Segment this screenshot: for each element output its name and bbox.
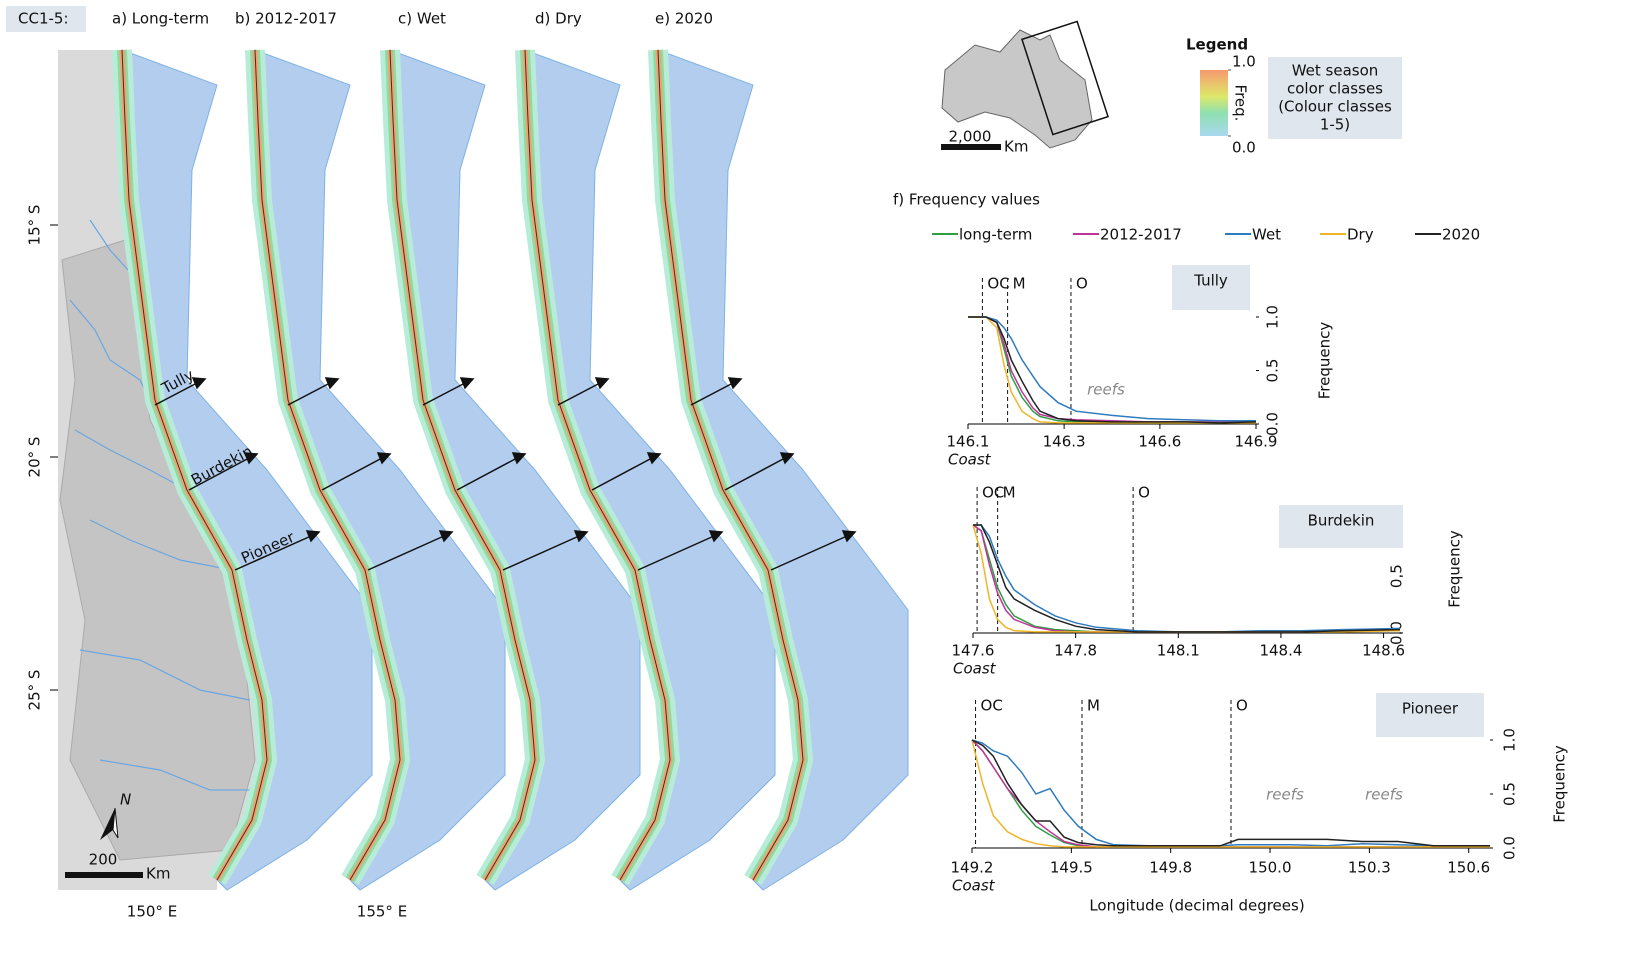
x-tick-label: 149.2 bbox=[951, 859, 994, 877]
x-tick-label: 147.6 bbox=[952, 642, 995, 660]
x-tick-label: 146.1 bbox=[947, 433, 990, 451]
x-tick-label: 149.5 bbox=[1050, 859, 1093, 877]
x-tick-label: 150.3 bbox=[1348, 859, 1391, 877]
inset-unit: Km bbox=[1004, 138, 1028, 156]
panel-label: b) 2012-2017 bbox=[235, 10, 337, 28]
lon-label: 150° E bbox=[127, 903, 177, 921]
x-tick-label: 148.1 bbox=[1157, 642, 1200, 660]
panel-f-label: f) Frequency values bbox=[893, 191, 1040, 209]
marker-label: M bbox=[1013, 275, 1026, 293]
y-tick-label: 0.0 bbox=[1501, 836, 1519, 860]
lat-label: 20° S bbox=[26, 437, 44, 478]
marker-label: M bbox=[1087, 697, 1100, 715]
panel-label: e) 2020 bbox=[655, 10, 713, 28]
x-tick-label: 149.8 bbox=[1149, 859, 1192, 877]
chart-title: Tully bbox=[1193, 272, 1228, 290]
page: {"figure": { "tag": "CC1-5:", "panels": … bbox=[0, 0, 1629, 954]
y-tick-label: 0.5 bbox=[1388, 564, 1406, 588]
y-tick-label: 0.5 bbox=[1501, 782, 1519, 806]
legend-title: Legend bbox=[1186, 36, 1248, 54]
panel-label: c) Wet bbox=[398, 10, 446, 28]
marker-label: OC bbox=[981, 697, 1003, 715]
marker-label: O bbox=[1076, 275, 1088, 293]
marker-label: O bbox=[1138, 484, 1150, 502]
x-tick-label: 146.3 bbox=[1043, 433, 1086, 451]
figure: CC1-5: a) Long-term b) 2012-2017 c) Wet … bbox=[0, 0, 1629, 954]
colorbar bbox=[1200, 70, 1228, 136]
chart-title: Pioneer bbox=[1402, 700, 1459, 718]
legend-label: long-term bbox=[959, 226, 1032, 244]
legend-label: 2012-2017 bbox=[1100, 226, 1182, 244]
scale-value: 200 bbox=[89, 851, 118, 869]
y-axis-label: Frequency bbox=[1551, 745, 1569, 823]
y-axis-label: Frequency bbox=[1316, 322, 1334, 400]
coast-label: Coast bbox=[953, 660, 997, 678]
series-line bbox=[968, 317, 1256, 422]
chart-title: Burdekin bbox=[1308, 512, 1375, 530]
colorbar-tick-label: 0.0 bbox=[1232, 139, 1256, 157]
x-axis-label: Longitude (decimal degrees) bbox=[1089, 897, 1304, 915]
lat-label: 25° S bbox=[26, 670, 44, 711]
panel-label: d) Dry bbox=[535, 10, 582, 28]
marker-label: OC bbox=[982, 484, 1004, 502]
marker-label: M bbox=[1003, 484, 1016, 502]
annotation: reefs bbox=[1365, 786, 1403, 804]
scale-unit: Km bbox=[146, 865, 170, 883]
lon-label: 155° E bbox=[357, 903, 407, 921]
tag: CC1-5: bbox=[18, 10, 69, 28]
y-axis-label: Frequency bbox=[1446, 530, 1464, 608]
y-tick-label: 0.0 bbox=[1264, 412, 1282, 436]
legend-label: 2020 bbox=[1442, 226, 1480, 244]
north-label: N bbox=[120, 791, 131, 809]
x-tick-label: 148.4 bbox=[1259, 642, 1302, 660]
coast-label: Coast bbox=[948, 451, 992, 469]
legend-label: Dry bbox=[1347, 226, 1374, 244]
note: color classes bbox=[1287, 80, 1383, 98]
note: (Colour classes bbox=[1278, 98, 1392, 116]
y-tick-label: 0.5 bbox=[1264, 359, 1282, 383]
x-tick-label: 146.6 bbox=[1138, 433, 1181, 451]
note: 1-5) bbox=[1320, 116, 1350, 134]
y-tick-label: 1.0 bbox=[1501, 728, 1519, 752]
inset-scale: 2,000 bbox=[949, 128, 992, 146]
y-tick-label: 1.0 bbox=[1264, 305, 1282, 329]
annotation: reefs bbox=[1266, 786, 1304, 804]
marker-label: OC bbox=[987, 275, 1009, 293]
legend-label: Wet bbox=[1252, 226, 1281, 244]
panel-label: a) Long-term bbox=[112, 10, 209, 28]
scale-bar bbox=[65, 872, 143, 878]
annotation: reefs bbox=[1087, 381, 1125, 399]
note: Wet season bbox=[1292, 62, 1379, 80]
colorbar-label: Freq. bbox=[1232, 85, 1250, 122]
colorbar-tick-label: 1.0 bbox=[1232, 53, 1256, 71]
lat-label: 15° S bbox=[26, 205, 44, 246]
x-tick-label: 147.8 bbox=[1054, 642, 1097, 660]
marker-label: O bbox=[1236, 697, 1248, 715]
x-tick-label: 150.6 bbox=[1447, 859, 1490, 877]
y-tick-label: 0.0 bbox=[1388, 621, 1406, 645]
x-tick-label: 150.0 bbox=[1249, 859, 1292, 877]
coast-label: Coast bbox=[952, 877, 996, 895]
